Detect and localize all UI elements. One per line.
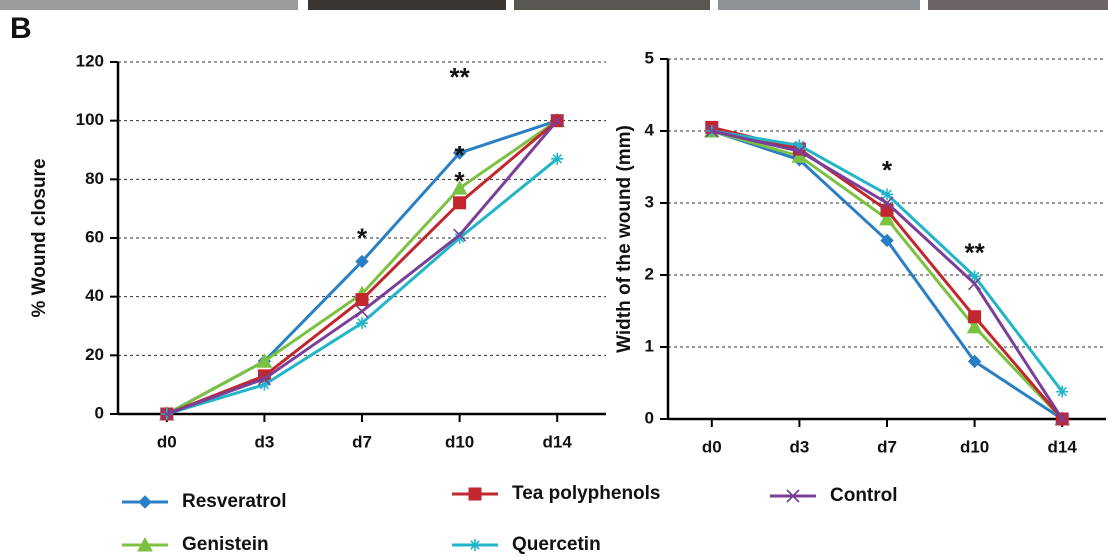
x-tick-label: d7 <box>877 437 897 456</box>
marker <box>1056 385 1069 398</box>
y-tick-label: 80 <box>85 169 104 188</box>
y-tick-label: 0 <box>95 403 104 422</box>
marker <box>550 114 564 128</box>
legend-label: Tea polyphenols <box>512 483 661 504</box>
marker <box>256 353 273 368</box>
y-tick-label: 3 <box>645 192 654 211</box>
x-tick-label: d0 <box>157 432 177 451</box>
legend-item: Genistein <box>122 534 269 555</box>
marker <box>355 254 369 269</box>
legend-marker <box>138 495 152 509</box>
marker <box>880 196 894 210</box>
marker <box>453 196 467 210</box>
marker <box>880 233 894 248</box>
marker <box>160 407 174 421</box>
significance-mark: ** <box>449 62 470 92</box>
marker <box>966 318 983 334</box>
panel-label: B <box>10 12 32 45</box>
marker <box>257 372 271 386</box>
x-tick-label: d14 <box>1048 437 1078 456</box>
significance-mark: * <box>882 155 893 185</box>
marker <box>968 270 981 283</box>
x-tick-label: d7 <box>352 432 372 451</box>
y-axis-title: Width of the wound (mm) <box>614 125 635 353</box>
x-tick-label: d14 <box>543 432 573 451</box>
y-tick-label: 2 <box>645 264 654 283</box>
legend-label: Genistein <box>182 534 269 555</box>
photo <box>718 0 920 10</box>
legend-label: Control <box>830 485 898 506</box>
marker <box>551 152 564 165</box>
photo <box>308 0 506 10</box>
marker <box>355 293 369 307</box>
legend-item: Quercetin <box>452 534 601 555</box>
y-axis-title: % Wound closure <box>29 158 50 317</box>
marker <box>356 317 368 330</box>
photo <box>514 0 710 10</box>
marker <box>453 228 467 242</box>
marker <box>705 124 719 138</box>
marker <box>792 144 806 158</box>
marker <box>881 188 893 201</box>
marker <box>879 210 895 226</box>
x-tick-label: d3 <box>254 432 274 451</box>
marker <box>967 354 982 369</box>
legend-marker <box>786 489 800 503</box>
marker <box>452 146 467 160</box>
marker <box>258 378 271 391</box>
legend-item: Resveratrol <box>122 491 287 512</box>
y-tick-label: 60 <box>85 227 104 246</box>
legend-marker <box>137 536 153 552</box>
legend-label: Resveratrol <box>182 491 287 512</box>
photo-strip <box>0 0 1108 10</box>
photo <box>928 0 1108 10</box>
marker <box>453 232 466 244</box>
marker <box>355 304 369 318</box>
legend-label: Quercetin <box>512 534 601 555</box>
y-tick-label: 120 <box>76 51 104 70</box>
legend-marker <box>468 487 482 501</box>
x-tick-label: d0 <box>702 437 722 456</box>
x-tick-label: d10 <box>445 432 474 451</box>
legend-item: Control <box>770 485 898 506</box>
significance-mark: * <box>455 140 466 170</box>
x-tick-label: d3 <box>789 437 809 456</box>
marker <box>451 180 468 195</box>
marker <box>968 310 982 324</box>
legend-item: Tea polyphenols <box>452 483 661 504</box>
y-tick-label: 5 <box>645 48 654 67</box>
marker <box>1055 412 1069 426</box>
y-tick-label: 0 <box>645 408 654 427</box>
y-tick-label: 40 <box>85 286 104 305</box>
significance-mark: * <box>357 222 368 252</box>
photo <box>0 0 298 10</box>
significance-mark: ** <box>964 237 985 267</box>
y-tick-label: 1 <box>645 336 654 355</box>
significance-mark: * <box>455 166 466 196</box>
marker <box>793 139 806 152</box>
y-tick-label: 100 <box>76 110 104 129</box>
legend-marker <box>469 539 481 551</box>
y-tick-label: 20 <box>85 345 104 364</box>
y-tick-label: 4 <box>645 120 655 139</box>
marker <box>968 277 982 291</box>
x-tick-label: d10 <box>960 437 989 456</box>
